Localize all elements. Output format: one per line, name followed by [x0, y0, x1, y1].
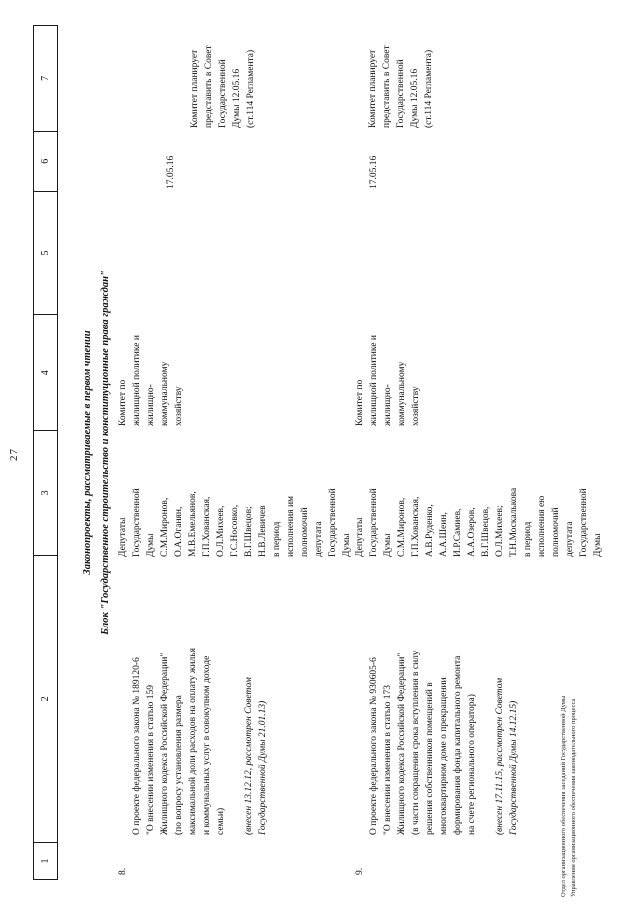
bill-initiators: Депутаты Государственной Думы С.М.Мироно…	[355, 487, 603, 557]
header-cell-3: 3	[34, 430, 57, 555]
header-cell-1: 1	[34, 842, 57, 879]
section-title: Законопроекты, рассматриваемые в первом …	[82, 330, 93, 575]
bill-title-text: О проекте федерального закона № 930605-6…	[369, 650, 477, 835]
bill-submission-note: (внесен 13.12.12, рассмотрен Советом Гос…	[244, 677, 268, 835]
header-cell-4: 4	[34, 314, 57, 431]
consideration-date: 17.05.16	[166, 155, 176, 189]
bill-title: О проекте федерального закона № 930605-6…	[353, 549, 535, 835]
committee-plan-note: Комитет планирует представить в Совет Го…	[368, 45, 434, 128]
header-cell-6: 6	[34, 130, 57, 191]
row-number: 9.	[355, 867, 365, 875]
consideration-date: 17.05.16	[369, 155, 379, 189]
page-number: 27	[8, 448, 20, 461]
bill-title-text: О проекте федерального закона № 189120-6…	[132, 648, 226, 835]
header-cell-7: 7	[40, 75, 51, 81]
responsible-committee: Комитет по жилищной политике и жилищно- …	[355, 335, 421, 426]
responsible-committee: Комитет по жилищной политике и жилищно- …	[118, 335, 184, 426]
section-block-title: Блок "Государственное строительство и ко…	[100, 270, 111, 635]
bill-initiators: Депутаты Государственной Думы С.М.Мироно…	[118, 488, 352, 557]
footer-stamp-line-1: Отдел организационного обеспечения засед…	[560, 695, 567, 897]
footer-stamp-line-2: Управления организационного обеспечения …	[570, 698, 577, 897]
header-cell-2: 2	[34, 554, 57, 843]
table-header-row: 1 2 3 4 5 6 7	[33, 25, 58, 880]
footer-stamp: Отдел организационного обеспечения засед…	[559, 696, 579, 897]
bill-submission-note: (внесен 17.11.15, рассмотрен Советом Гос…	[495, 677, 519, 835]
row-number: 8.	[118, 867, 128, 875]
committee-plan-note: Комитет планирует представить в Совет Го…	[190, 45, 256, 128]
header-cell-5: 5	[34, 190, 57, 315]
bill-title: О проекте федерального закона № 189120-6…	[116, 549, 284, 835]
